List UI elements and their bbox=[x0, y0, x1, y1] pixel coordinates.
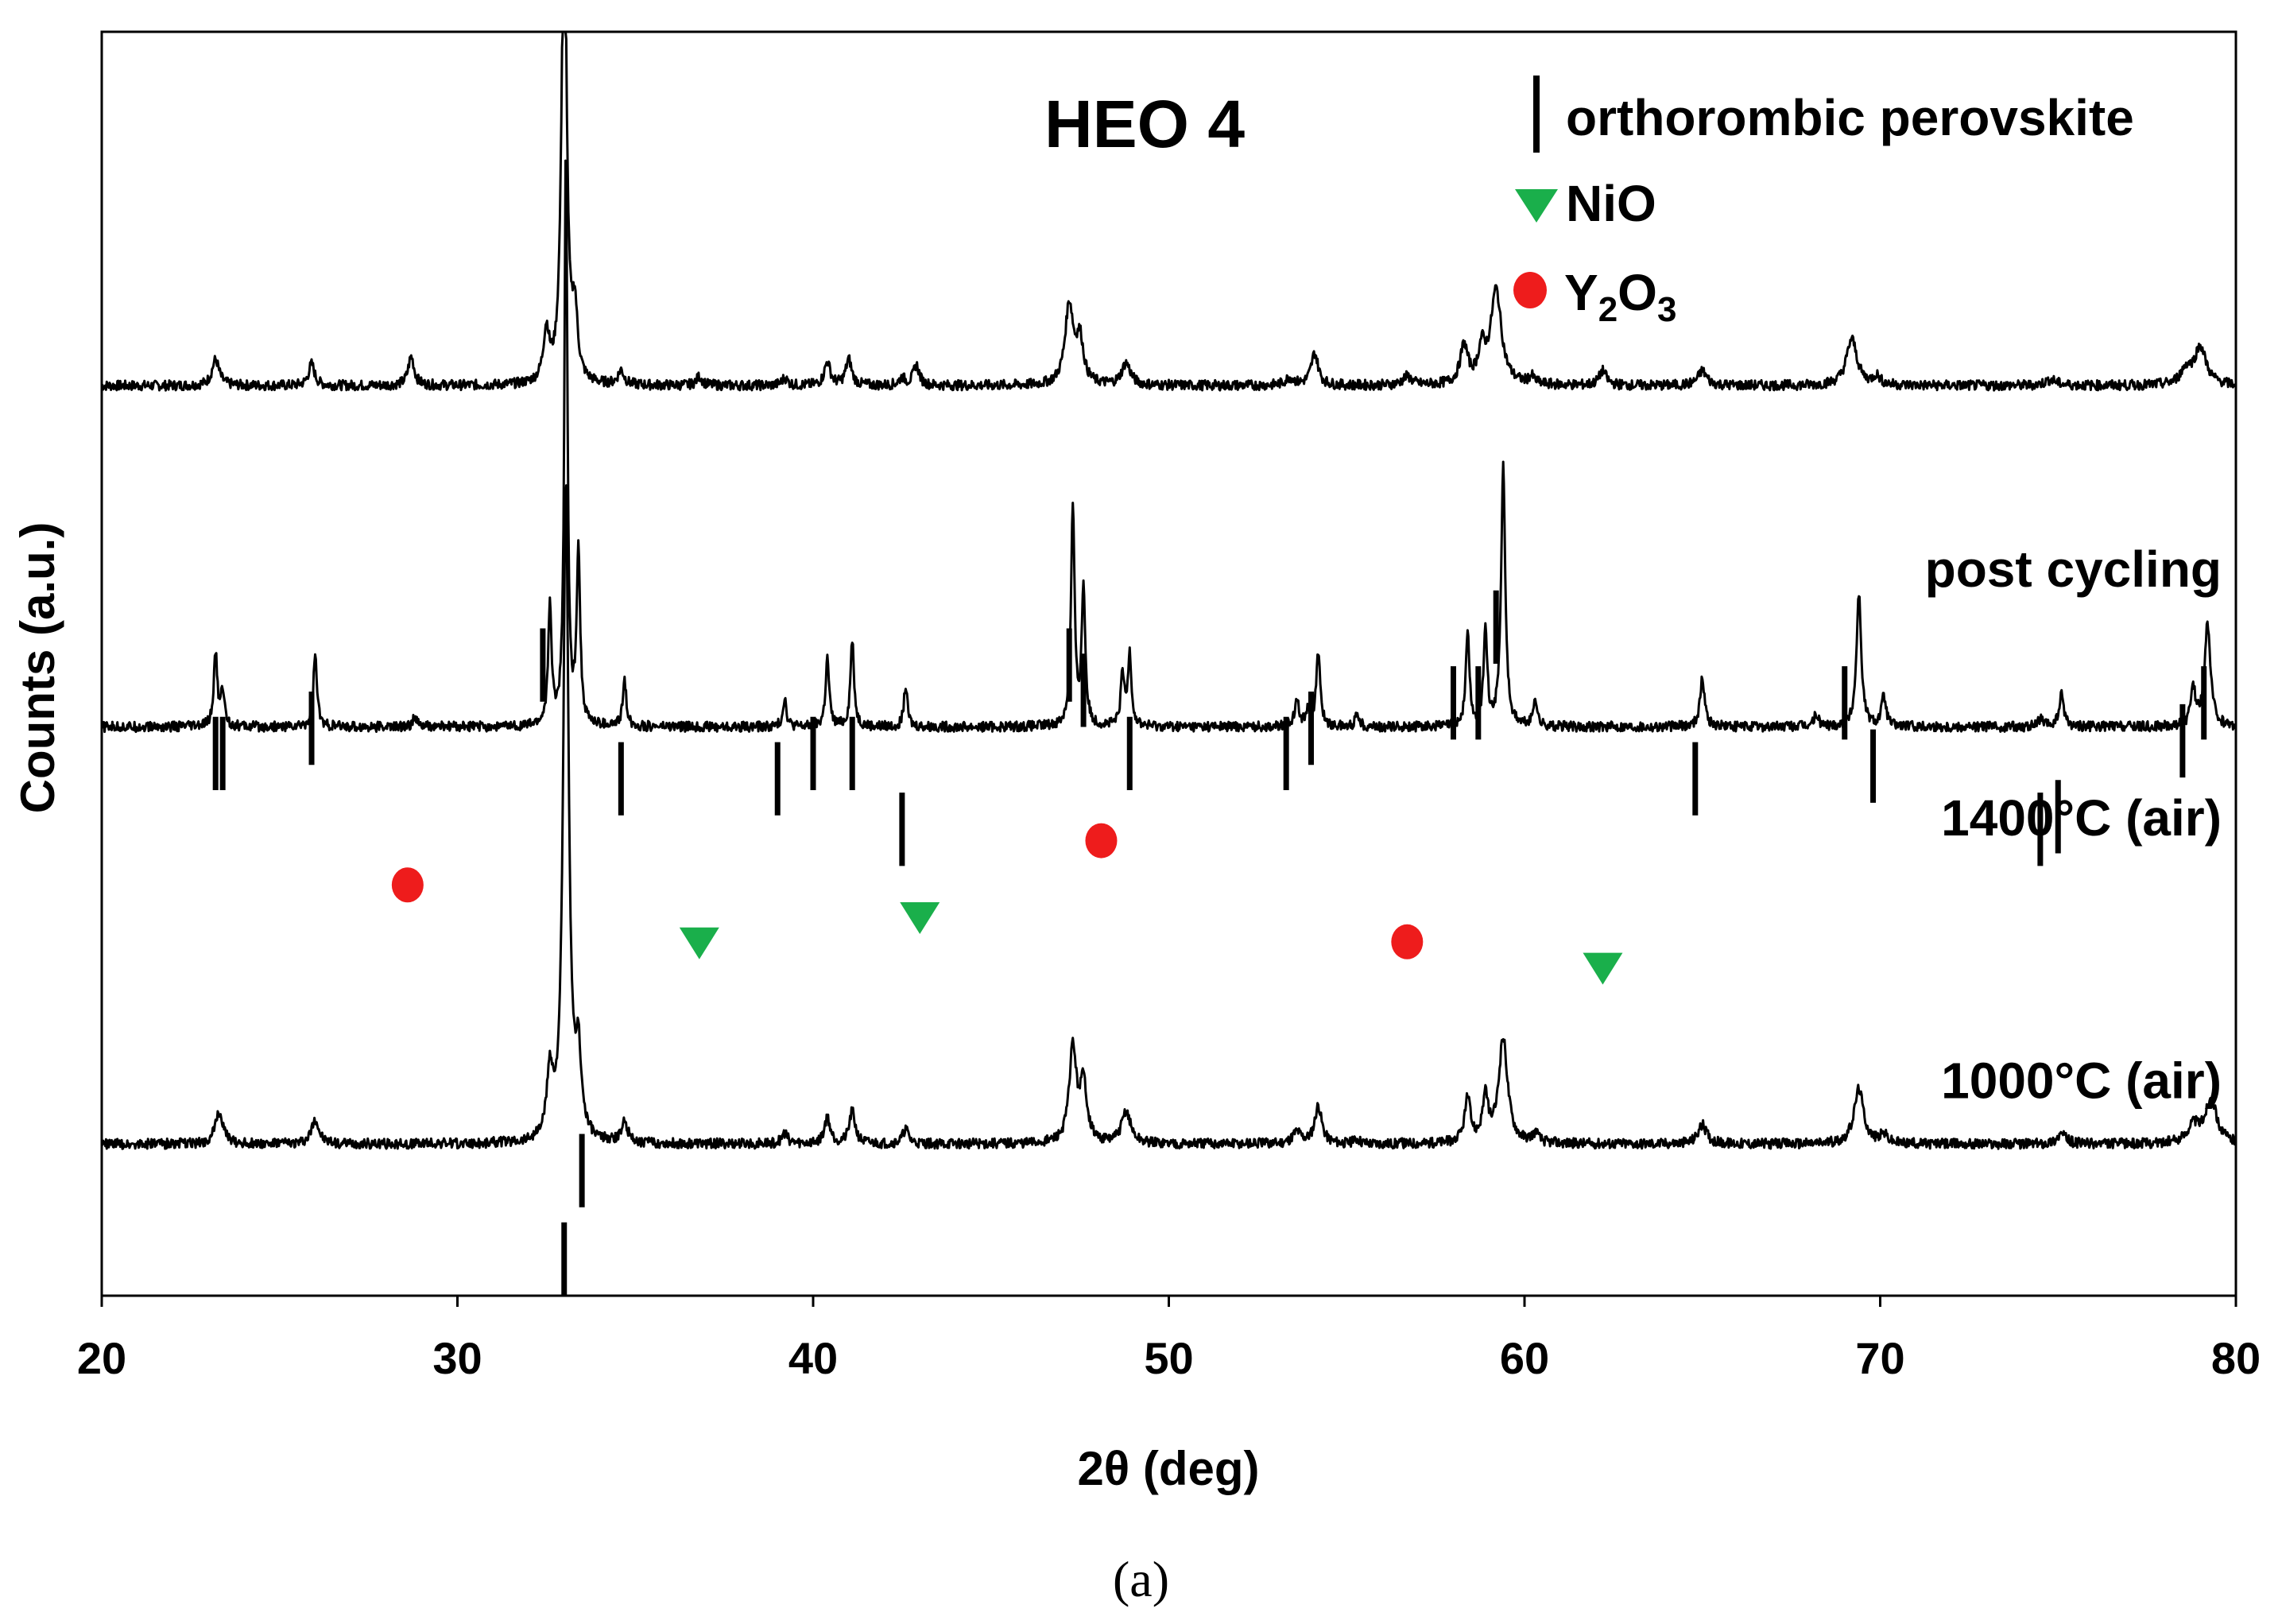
figure-caption: (a) bbox=[1112, 1551, 1170, 1607]
x-tick-label: 70 bbox=[1855, 1333, 1904, 1383]
nio-marker bbox=[1583, 952, 1623, 985]
legend-y2o3-o: O bbox=[1618, 264, 1657, 321]
legend: orthorombic perovskite NiO Y2O3 bbox=[1513, 76, 2134, 329]
series-label: 1400°C (air) bbox=[1941, 789, 2222, 847]
legend-y2o3-label: Y2O3 bbox=[1564, 264, 1676, 329]
legend-perovskite-label: orthorombic perovskite bbox=[1566, 89, 2134, 146]
chart-title: HEO 4 bbox=[1044, 87, 1245, 161]
plot-frame bbox=[100, 30, 2237, 1297]
x-axis-label: 2θ (deg) bbox=[1077, 1442, 1259, 1495]
series-line bbox=[100, 484, 2237, 1150]
series-line bbox=[100, 30, 2237, 392]
nio-marker bbox=[900, 902, 940, 934]
legend-nio-label: NiO bbox=[1566, 175, 1656, 232]
series-label: post cycling bbox=[1925, 541, 2222, 598]
y2o3-marker bbox=[1085, 823, 1118, 859]
x-tick-label: 50 bbox=[1144, 1333, 1193, 1383]
legend-y2o3-icon bbox=[1513, 272, 1547, 308]
legend-y2o3-sub2: 3 bbox=[1657, 290, 1676, 329]
series-label: 1000°C (air) bbox=[1941, 1052, 2222, 1110]
legend-y2o3-sub1: 2 bbox=[1598, 290, 1618, 329]
y2o3-marker bbox=[391, 867, 424, 903]
y-axis-label: Counts (a.u.) bbox=[11, 522, 64, 814]
x-tick-label: 30 bbox=[432, 1333, 482, 1383]
y2o3-marker bbox=[1391, 924, 1424, 959]
x-tick-label: 40 bbox=[788, 1333, 838, 1383]
x-tick-label: 60 bbox=[1500, 1333, 1549, 1383]
x-tick-label: 80 bbox=[2211, 1333, 2261, 1383]
legend-y2o3-y: Y bbox=[1564, 264, 1598, 321]
x-tick-label: 20 bbox=[77, 1333, 126, 1383]
legend-nio-icon bbox=[1515, 189, 1558, 223]
nio-marker bbox=[679, 927, 719, 959]
series-line bbox=[100, 159, 2236, 734]
